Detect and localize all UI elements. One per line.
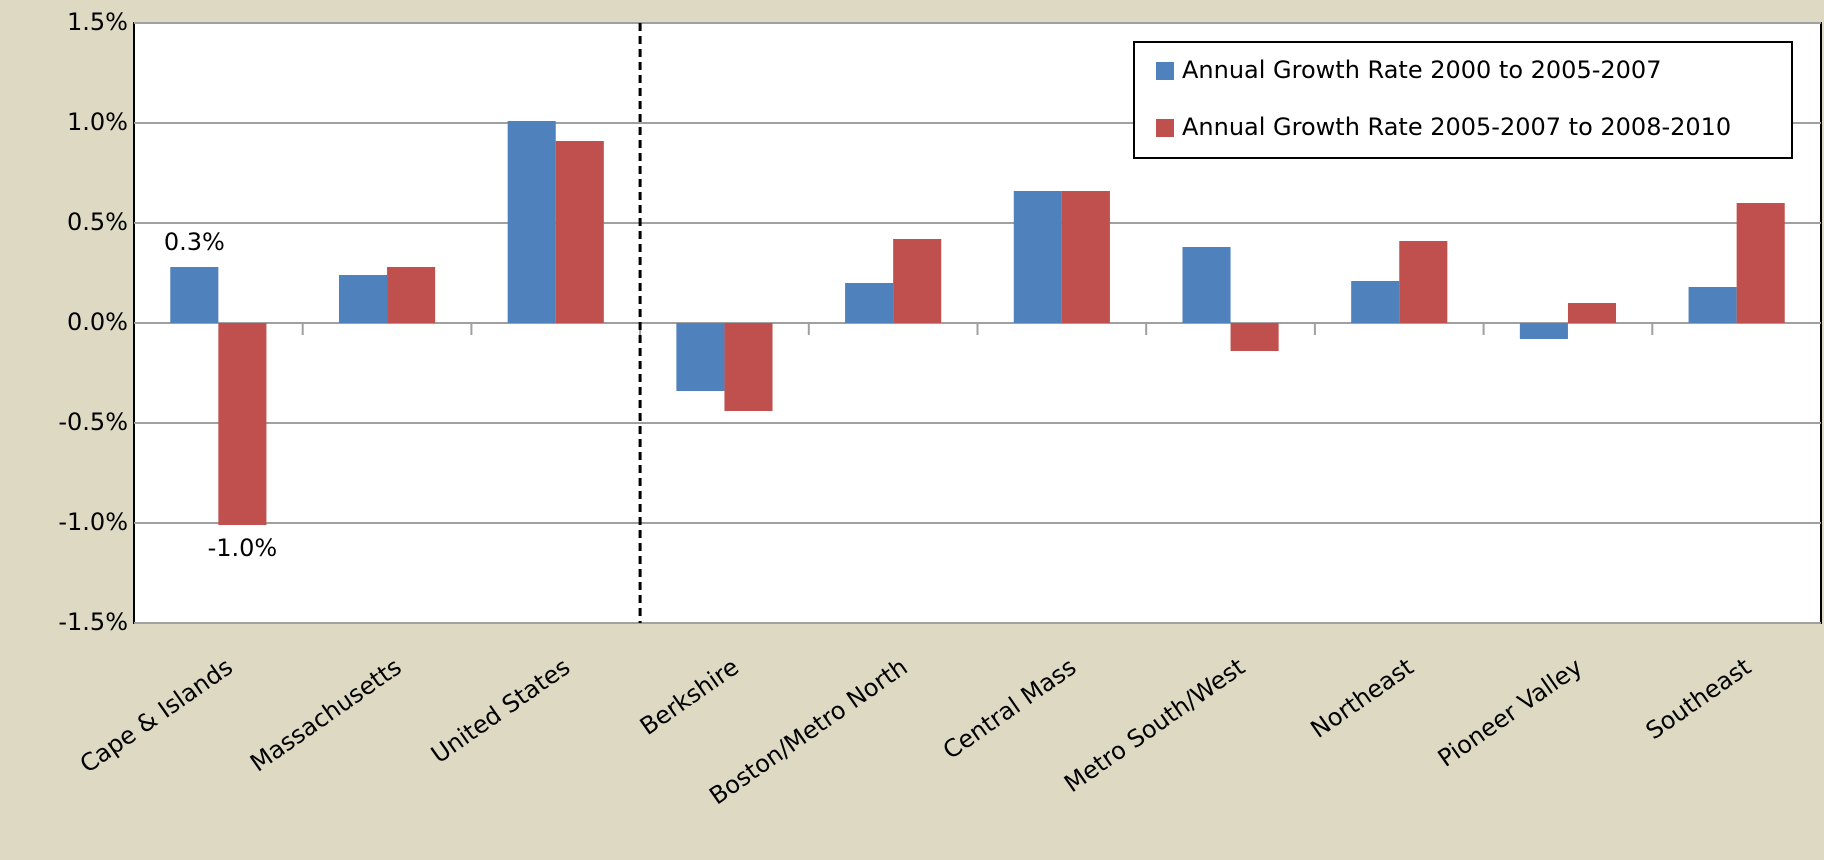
legend-label: Annual Growth Rate 2005-2007 to 2008-201… xyxy=(1182,113,1731,141)
bar xyxy=(218,323,267,525)
bar xyxy=(1013,191,1062,323)
bar xyxy=(1399,241,1448,323)
bar xyxy=(555,141,604,323)
bar xyxy=(845,283,894,323)
bar xyxy=(1182,247,1231,323)
bar xyxy=(893,239,942,323)
x-tick-label: Central Mass xyxy=(938,653,1081,765)
bar xyxy=(1519,323,1568,339)
bar xyxy=(1351,281,1400,323)
y-tick-label: 1.5% xyxy=(67,8,128,36)
x-tick-label: Pioneer Valley xyxy=(1433,653,1588,773)
bar xyxy=(1230,323,1279,351)
x-tick-label: Metro South/West xyxy=(1059,653,1250,798)
bar xyxy=(507,121,556,323)
x-tick-label: Berkshire xyxy=(635,653,744,741)
legend-box xyxy=(1133,41,1793,159)
y-tick-label: -0.5% xyxy=(58,408,128,436)
bar xyxy=(1736,203,1785,323)
legend-label: Annual Growth Rate 2000 to 2005-2007 xyxy=(1182,56,1661,84)
data-label: 0.3% xyxy=(164,228,225,256)
bar xyxy=(387,267,436,323)
legend-swatch xyxy=(1156,62,1174,80)
bar xyxy=(724,323,773,411)
bar xyxy=(338,275,388,323)
bar xyxy=(1567,303,1617,323)
bar xyxy=(1061,191,1110,323)
y-tick-label: 1.0% xyxy=(67,108,128,136)
data-label: -1.0% xyxy=(208,534,278,562)
y-tick-label: 0.5% xyxy=(67,208,128,236)
x-tick-label: Cape & Islands xyxy=(75,653,238,779)
x-tick-label: Northeast xyxy=(1306,653,1419,744)
y-tick-label: 0.0% xyxy=(67,308,128,336)
bar xyxy=(676,323,725,391)
x-tick-label: Massachusetts xyxy=(245,653,406,778)
x-tick-label: Southeast xyxy=(1641,653,1756,745)
legend-swatch xyxy=(1156,119,1174,137)
x-tick-label: United States xyxy=(426,653,575,769)
y-tick-label: -1.5% xyxy=(58,608,128,636)
bar xyxy=(170,267,219,323)
bar xyxy=(1688,287,1737,323)
y-tick-label: -1.0% xyxy=(58,508,128,536)
